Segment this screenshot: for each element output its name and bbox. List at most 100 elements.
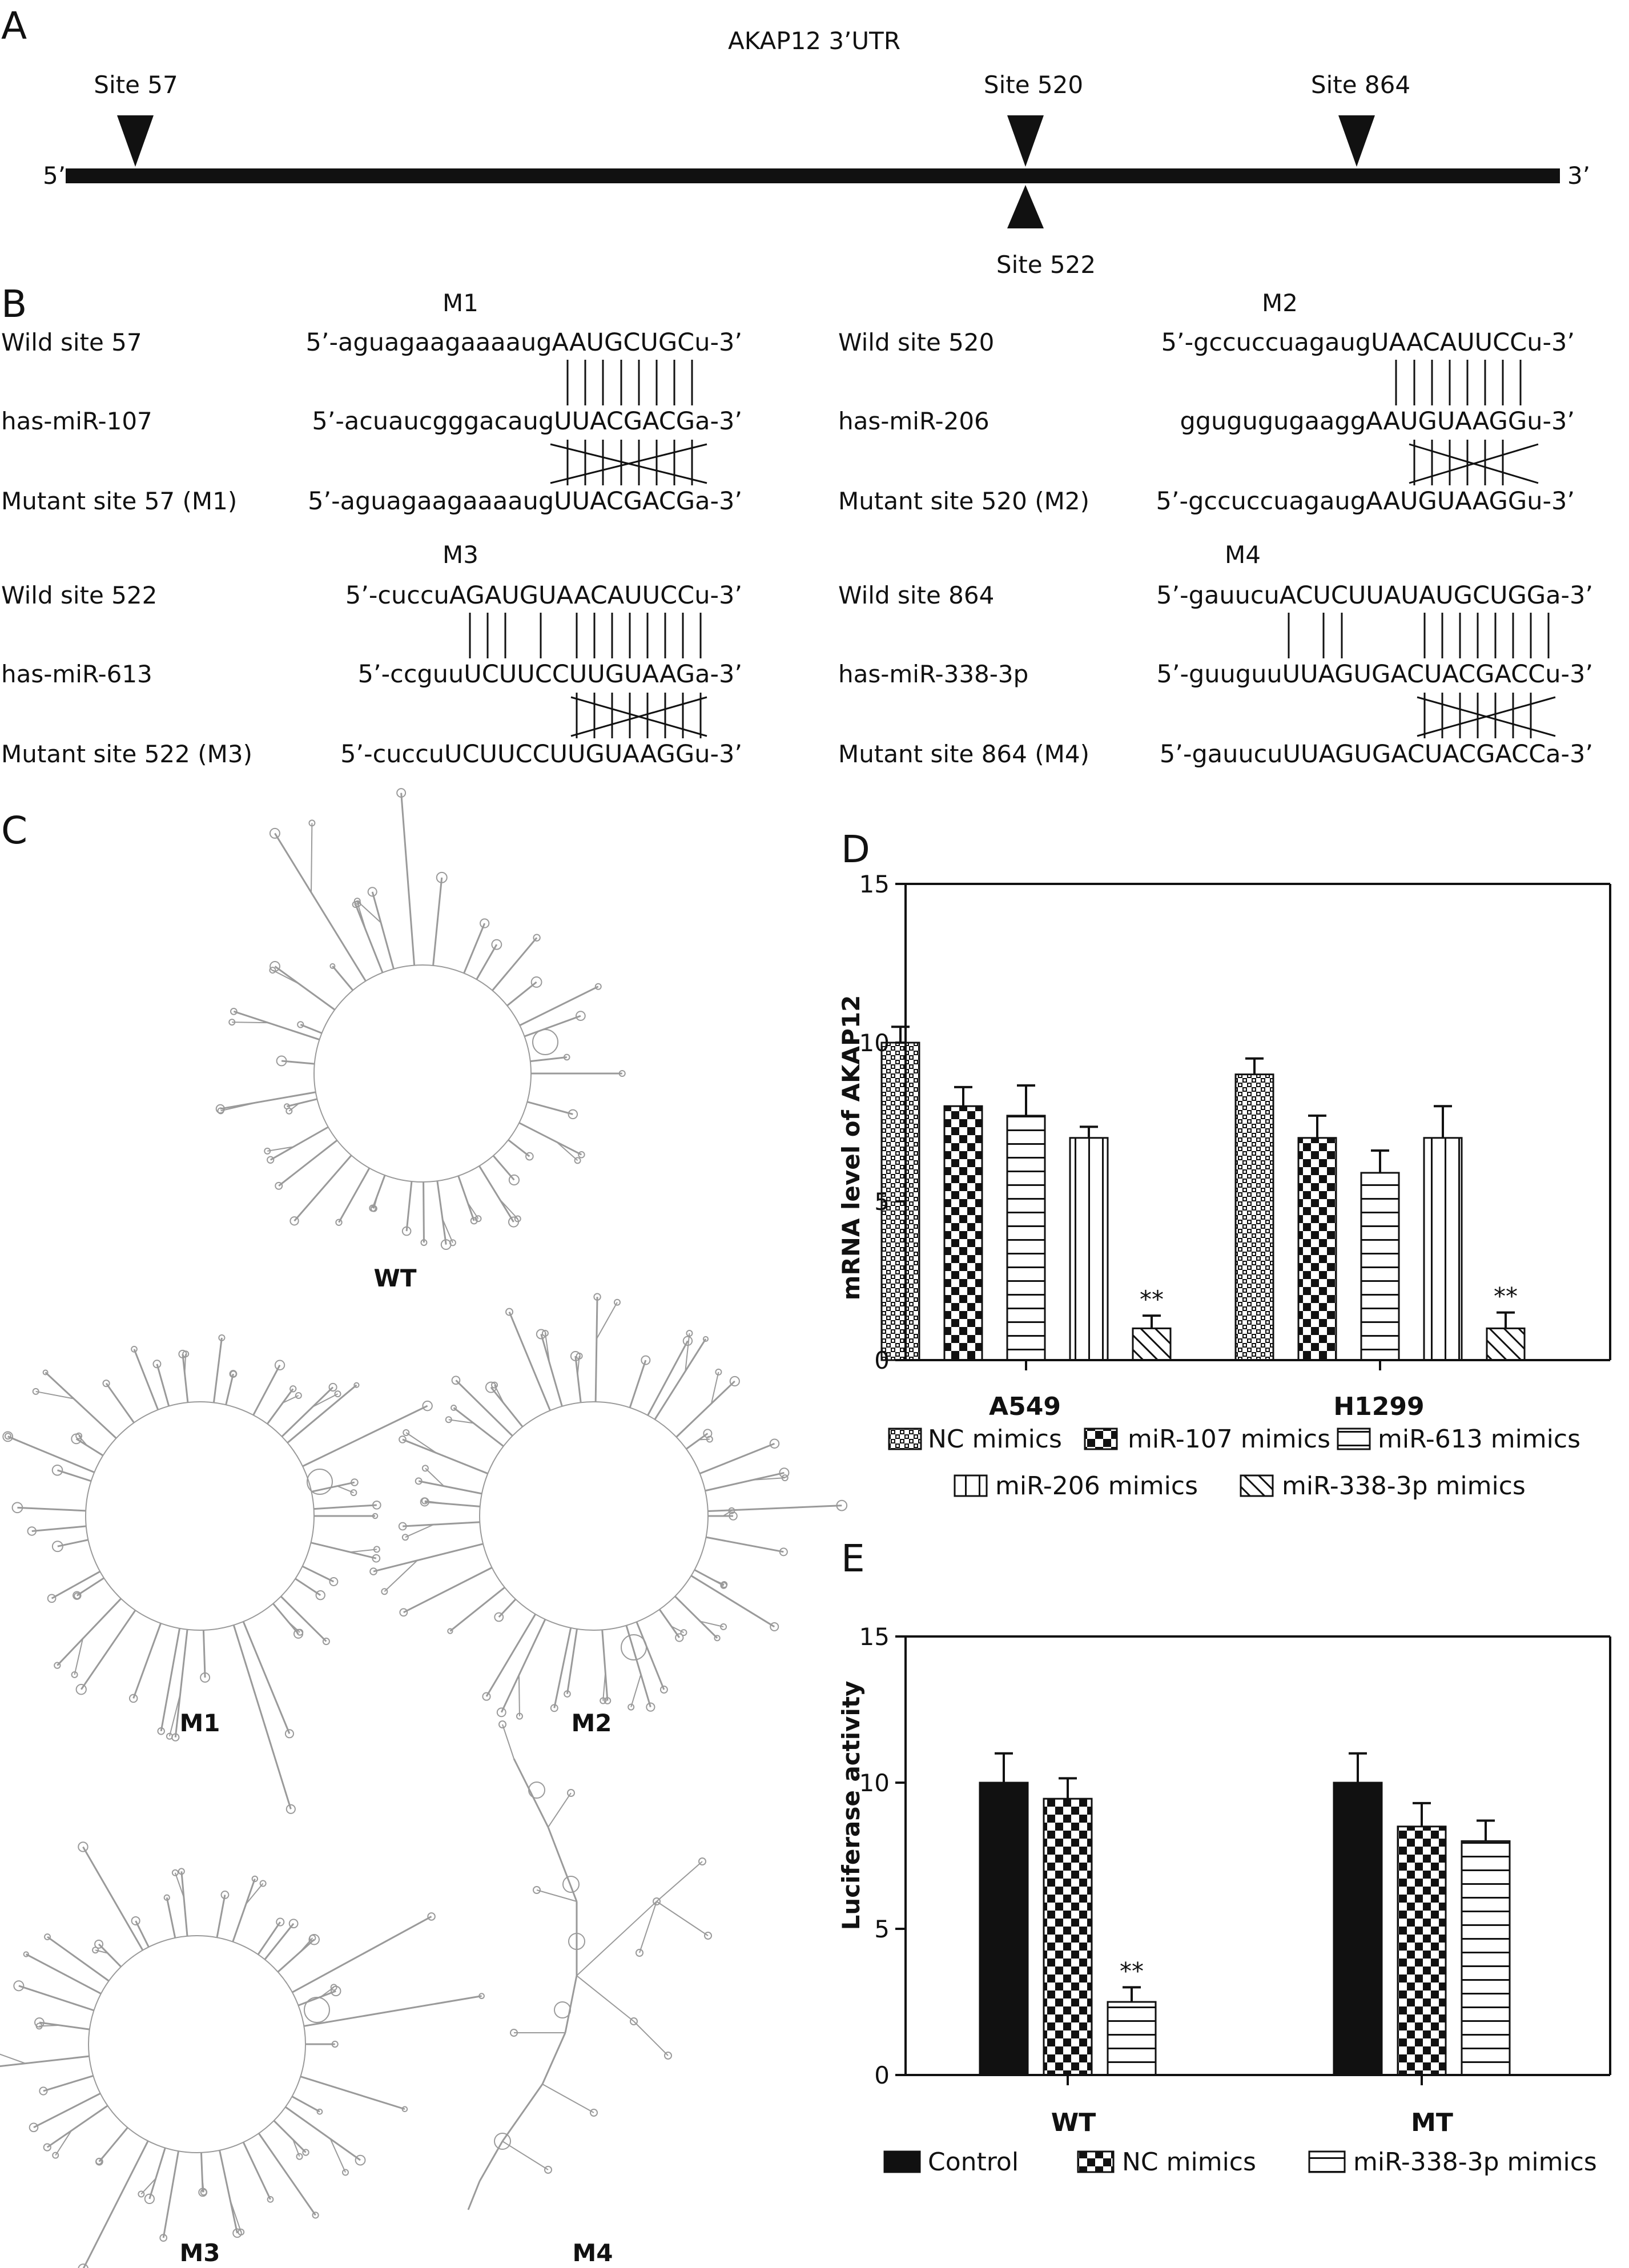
- mutant-label-m2: M2: [1262, 289, 1298, 317]
- branch-stem: [576, 1901, 657, 1976]
- hairpin-loop: [482, 1692, 491, 1701]
- hairpin-loop: [171, 1869, 179, 1876]
- branch-stem: [174, 1872, 184, 1898]
- hairpin-loop: [75, 1684, 87, 1695]
- branch-stem: [78, 1435, 88, 1446]
- branch-stem: [232, 1022, 268, 1024]
- helix-stem: [293, 1155, 352, 1222]
- helix-stem: [553, 1627, 572, 1708]
- bar-h1299-mir-613-mimics: [1360, 1172, 1400, 1361]
- hairpin-loop: [29, 2122, 39, 2133]
- helix-stem: [98, 1943, 122, 1968]
- mir-338-3p-name: has-miR-338-3p: [838, 660, 1028, 688]
- hairpin-loop: [478, 1993, 485, 2000]
- branch-stem: [220, 1101, 259, 1112]
- helix-stem: [270, 1126, 329, 1161]
- hairpin-loop: [285, 1804, 296, 1814]
- hairpin-loop: [230, 1007, 238, 1015]
- hairpin-loop: [628, 1703, 635, 1711]
- structure-label-m2: M2: [571, 1709, 612, 1737]
- internal-loop: [304, 1997, 330, 2023]
- internal-loop: [307, 1469, 333, 1495]
- hairpin-loop: [675, 1633, 684, 1642]
- helix-stem: [449, 1586, 505, 1632]
- site-marker-864: [1338, 115, 1375, 167]
- mir-107-seq: 5’-acuaucgggacaugUUACGACGa-3’: [312, 407, 742, 436]
- hairpin-loop: [769, 1438, 780, 1449]
- hairpin-loop: [369, 1567, 377, 1575]
- mir-107-name: has-miR-107: [1, 407, 152, 435]
- hairpin-loop: [494, 1612, 504, 1622]
- hairpin-loop: [496, 1707, 506, 1718]
- hairpin-loop: [353, 1382, 360, 1388]
- helix-stem: [601, 1630, 609, 1701]
- pairing-lines-m1: [566, 360, 693, 405]
- hairpin-loop: [238, 2229, 245, 2236]
- legend-e-mir338-swatch: [1308, 2150, 1346, 2173]
- branch-stem: [518, 1675, 520, 1716]
- hairpin-loop: [308, 819, 316, 827]
- hairpin-loop: [95, 2158, 103, 2165]
- hairpin-loop: [330, 1984, 337, 1991]
- hairpin-loop: [396, 788, 407, 798]
- hairpin-loop: [421, 1465, 429, 1472]
- helix-stem: [80, 1610, 136, 1690]
- rna-structure-m4: [467, 1720, 712, 2210]
- wild-site-520-name: Wild site 520: [838, 328, 994, 356]
- hairpin-loop: [355, 2154, 366, 2166]
- hairpin-loop: [714, 1635, 721, 1642]
- hairpin-loop: [653, 1897, 661, 1905]
- helix-stem: [180, 1871, 188, 1936]
- hairpin-loop: [35, 2022, 43, 2030]
- helix-stem: [295, 1578, 321, 1596]
- hairpin-loop: [399, 1608, 408, 1617]
- helix-stem: [292, 1916, 432, 1993]
- mutant-label-m4: M4: [1225, 541, 1261, 569]
- branch-stem: [710, 1372, 719, 1404]
- helix-stem: [372, 1175, 386, 1209]
- mutant-site-520-name: Mutant site 520 (M2): [838, 487, 1089, 515]
- hairpin-loop: [422, 1400, 433, 1412]
- helix-stem: [39, 2021, 90, 2030]
- chart-e: Luciferase activity WT MT Control NC mim…: [837, 1623, 1611, 2177]
- structure-label-m1: M1: [179, 1709, 220, 1737]
- hairpin-loop: [331, 2040, 339, 2048]
- branch-stem: [74, 1638, 83, 1675]
- pairing-lines-m4: [1288, 613, 1550, 658]
- helix-stem: [635, 1621, 665, 1690]
- branch-stem: [548, 1792, 572, 1828]
- hairpin-loop: [322, 1638, 330, 1646]
- helix-stem: [156, 1364, 170, 1406]
- branch-stem: [35, 1390, 74, 1400]
- helix-stem: [133, 1349, 159, 1410]
- branch-stem: [329, 2138, 346, 2173]
- helix-stem: [625, 1625, 651, 1708]
- helix-stem: [291, 2096, 320, 2113]
- hairpin-loop: [421, 1497, 428, 1505]
- hairpin-loop: [218, 1334, 226, 1341]
- helix-stem: [51, 1570, 100, 1599]
- helix-stem: [513, 1758, 549, 1828]
- hairpin-loop: [474, 1215, 482, 1223]
- helix-stem: [281, 1060, 315, 1065]
- helix-stem: [699, 1442, 775, 1475]
- helix-stem: [400, 793, 416, 966]
- helix-stem: [500, 1619, 546, 1713]
- bar-h1299-mir-206-mimics: [1423, 1137, 1463, 1361]
- helix-stem: [57, 1598, 122, 1666]
- hairpin-loop: [159, 2234, 168, 2242]
- helix-stem: [281, 1386, 334, 1438]
- panel-label-c: C: [1, 809, 27, 852]
- utr-title: AKAP12 3’UTR: [728, 27, 900, 55]
- helix-stem: [403, 1567, 493, 1614]
- hairpin-loop: [401, 2106, 408, 2113]
- hairpin-loop: [11, 1502, 23, 1514]
- branch-stem: [685, 1333, 690, 1372]
- hairpin-loop: [635, 1949, 643, 1957]
- hairpin-loop: [269, 827, 280, 839]
- bar-mt-control: [1333, 1782, 1383, 2076]
- helix-stem: [160, 1628, 181, 1731]
- branch-stem: [448, 1419, 474, 1424]
- internal-loop: [532, 1029, 558, 1055]
- branch-stem: [699, 1438, 710, 1441]
